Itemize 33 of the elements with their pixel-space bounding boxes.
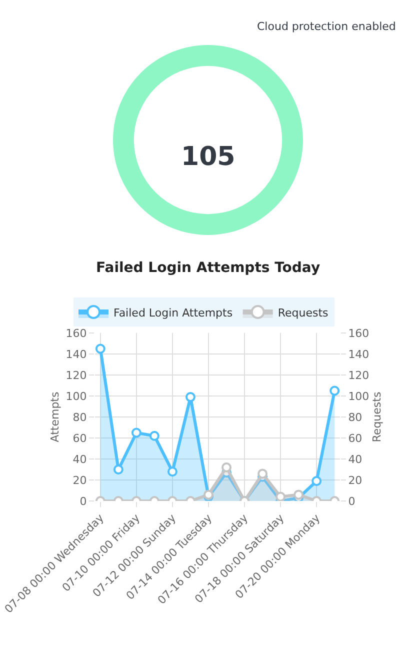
y2-tick-label: 40 [348,452,362,466]
y2-axis-title: Requests [370,392,384,442]
legend-label: Failed Login Attempts [114,306,233,320]
y-tick-label: 160 [66,326,87,340]
point [167,466,178,477]
y-tick-label: 80 [72,410,87,424]
y2-tick-label: 60 [348,432,362,445]
y-tick-label: 40 [72,452,87,466]
y-tick-label: 20 [72,474,87,487]
y-tick-label: 100 [66,390,87,403]
point [149,430,160,441]
y2-tick-label: 0 [348,494,356,508]
y2-tick-label: 100 [348,390,370,403]
y-tick-label: 120 [66,368,87,382]
y2-tick-label: 80 [348,410,362,424]
y-tick-label: 140 [66,348,87,361]
point [95,344,106,354]
y2-tick-label: 120 [348,368,370,382]
point [131,428,142,438]
text: Cloud protection enabled [257,20,396,33]
y-tick-label: 60 [72,432,87,445]
point [330,386,340,396]
y2-tick-label: 160 [348,326,370,340]
y2-tick-label: 140 [348,348,370,361]
y2-tick-label: 20 [348,474,362,487]
point [185,392,196,402]
y-tick-label: 0 [80,494,87,508]
data-label: 105 [181,142,236,172]
legend-label: Requests [278,306,329,320]
chart-title: Failed Login Attempts Today [96,260,320,276]
point [312,476,322,486]
point [113,464,124,474]
y-axis-title: Attempts [48,392,62,442]
